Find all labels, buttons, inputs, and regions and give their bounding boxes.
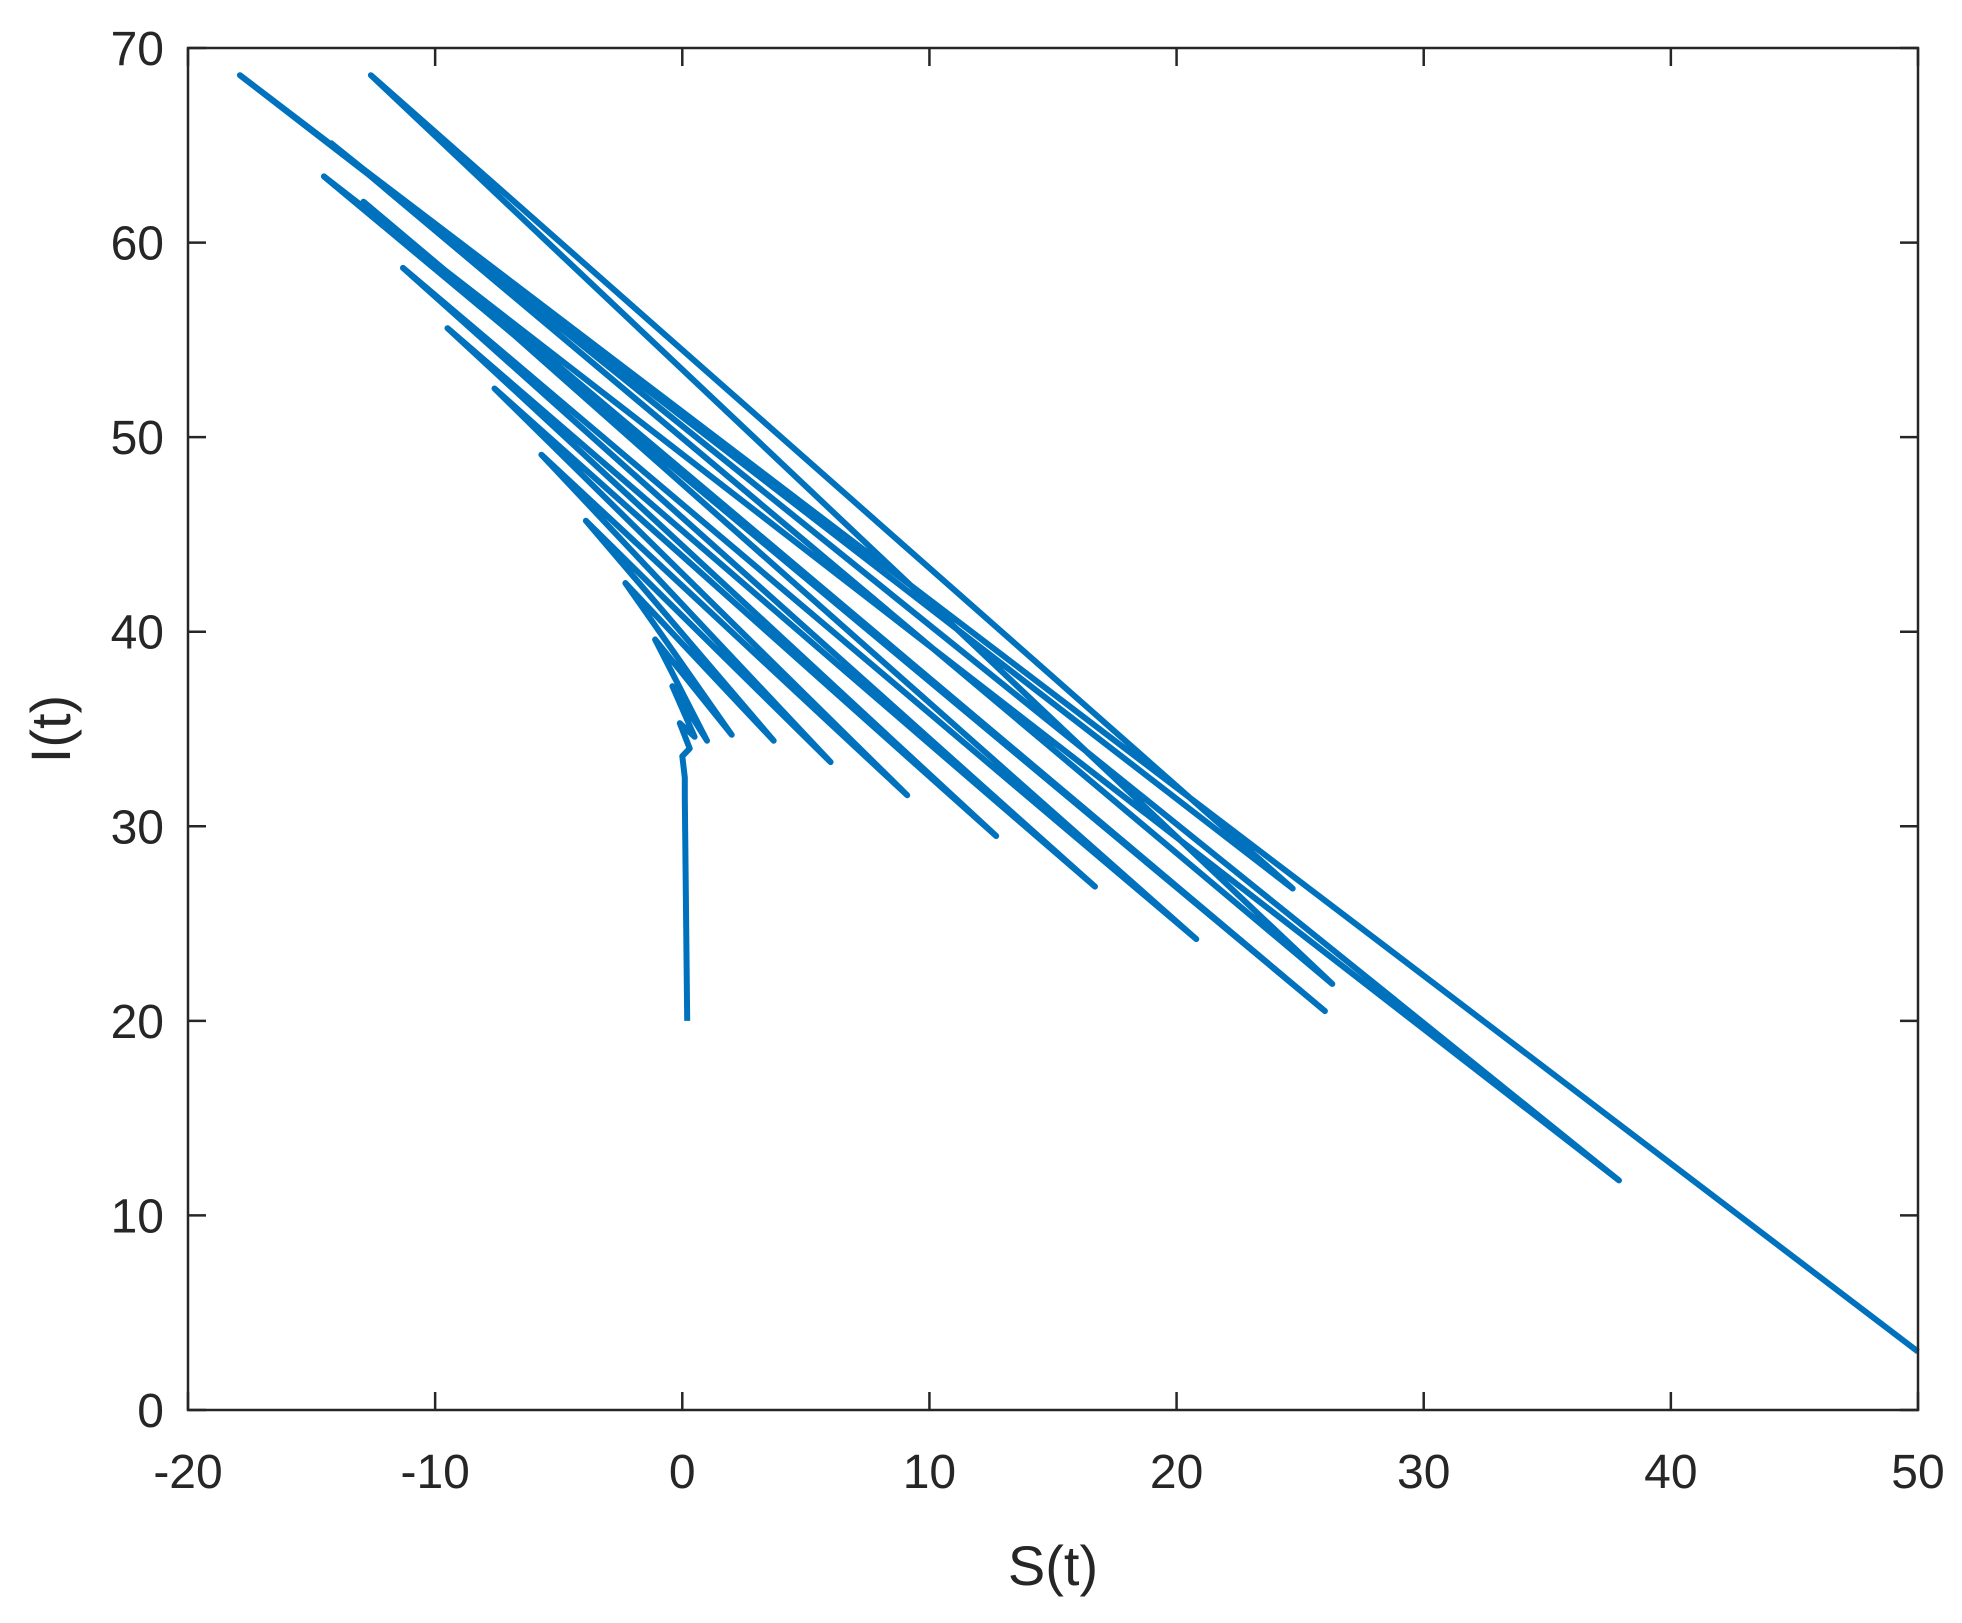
- y-tick-label: 20: [111, 996, 164, 1049]
- y-tick-label: 60: [111, 218, 164, 271]
- y-tick-label: 70: [111, 23, 164, 76]
- x-tick-label: 40: [1644, 1446, 1697, 1499]
- y-tick-label: 0: [137, 1385, 164, 1438]
- axes-box: [186, 46, 1920, 1412]
- y-axis-label: I(t): [19, 695, 82, 763]
- x-tick-label: 30: [1397, 1446, 1450, 1499]
- x-tick-label: 10: [903, 1446, 956, 1499]
- x-tick-label: -20: [153, 1446, 222, 1499]
- y-tick-label: 40: [111, 607, 164, 660]
- series-line-0: [236, 72, 1920, 1354]
- x-tick-label: 20: [1150, 1446, 1203, 1499]
- y-tick-label: 50: [111, 412, 164, 465]
- y-tick-label: 30: [111, 801, 164, 854]
- series-layer: [236, 72, 1920, 1354]
- y-tick-label: 10: [111, 1190, 164, 1243]
- x-tick-label: 50: [1891, 1446, 1944, 1499]
- x-axis-label: S(t): [1008, 1534, 1098, 1597]
- x-tick-label: 0: [669, 1446, 696, 1499]
- ticks-layer: -20 -10 0 10 20 30 40 50 0 10 20 30 40 50 60 70: [111, 23, 1945, 1499]
- x-tick-label: -10: [400, 1446, 469, 1499]
